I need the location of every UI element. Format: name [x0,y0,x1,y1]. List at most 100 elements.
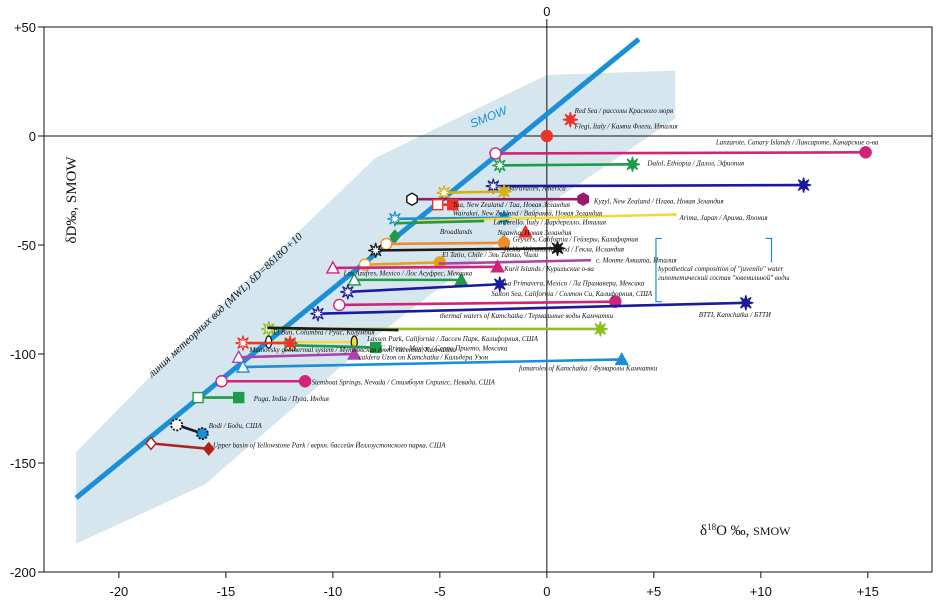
data-point-25-1 [369,341,382,354]
x-axis-title: δ18O ‰, SMOW [700,522,791,539]
data-point-26-0 [235,335,251,351]
data-point-19-0 [340,284,356,300]
data-point-26-1 [282,335,298,351]
series-8 [387,210,512,227]
data-point-11-0 [389,229,401,244]
x-axis-title-smow: SMOW [753,524,791,538]
series-line-17 [332,265,498,270]
data-point-28-0 [215,375,228,388]
series-27 [231,346,362,363]
data-point-13-0 [380,237,393,251]
series-line-16 [439,258,590,265]
annotation-17: Los Azufres, Mexico / Лос Асуфрес, Мекси… [343,270,473,278]
series-5 [436,183,512,201]
annotation-33: Upper basin of Yellowstone Park / верхн.… [213,442,446,450]
data-point-28-1 [298,375,312,388]
y-tick-label-3: -100 [10,347,36,362]
annotation-26: C. Prieto, Mexico / Серро Прието, Мексик… [380,345,508,353]
x-tick-label-2: -10 [323,584,342,599]
data-point-31-1 [195,427,209,440]
data-point-27-1 [347,346,362,360]
series-12 [518,224,533,238]
annotation-28: Mutnovsky geothermal system / Мутновская… [248,346,456,354]
data-point-4-1 [795,177,812,193]
data-point-17-1 [490,259,505,273]
x-axis-title-delta: δ [700,523,707,539]
plot-border [43,26,933,573]
series-30 [192,391,245,404]
annotation-30: Stemboat Springs, Nevada / Стимбоут Спри… [311,379,495,387]
annotation-6: Taa, New Zealand / Таа, Новая Зеландия [453,201,570,209]
series-11 [389,229,401,244]
data-point-6-0 [406,192,418,207]
series-line-19 [347,282,500,294]
series-7 [432,198,459,211]
series-3 [492,156,641,174]
series-2 [489,146,872,160]
annotation-31: Puga, India / Пуга, Индия [253,395,329,403]
annotation-8: Arima, Japan / Арима, Япония [679,214,768,222]
data-point-16-0 [438,262,442,266]
annotation-15: с. Монте Амиата, Италия [596,256,677,264]
data-point-14-1 [549,240,566,256]
mwl-band-area [76,70,676,544]
series-21 [310,295,754,322]
annotation-21: гипотетический состав "ювенильной" воды [658,274,790,282]
data-point-27-0 [231,349,246,363]
data-point-16-1 [588,258,592,262]
annotation-1: Flegi, Italy / Кампи Флеги, Италия [574,122,678,130]
annotation-22: BTTI, Kamchatka / БТТИ [699,311,772,319]
annotation-23: thermal waters of Kamchatka / Термальные… [440,312,614,320]
data-point-31-0 [170,418,184,432]
series-line-25 [290,343,376,349]
annotation-3: Dalol, Ethiopia / Далол, Эфиопия [646,159,744,167]
data-point-19-1 [492,276,508,292]
mwl-band [76,70,676,544]
annotation-2: Lanzarote, Canary Islands / Лансароте, К… [715,139,879,147]
annotations-group: Red Sea / рассолы Красного моря Flegi, It… [209,107,879,450]
series-line-23 [268,326,398,332]
data-point-7-0 [432,198,444,211]
series-4 [485,177,812,194]
series-23 [267,326,399,332]
series-group [145,112,872,456]
data-point-12-0 [518,224,533,238]
data-point-32-1 [202,441,215,456]
series-line-21 [317,301,746,315]
y-tick-label-1: 0 [29,129,36,144]
y-tick-label-4: -150 [10,456,36,471]
series-29 [235,351,629,373]
annotation-18: La Primavera, Mexico / Ла Примавера, Мек… [503,279,645,287]
x-tick-label-0: -20 [109,584,128,599]
series-19 [340,276,508,300]
y-tick-label-2: -50 [17,238,36,253]
annotation-7: Wairakei, New Zealand / Вайракей, Новая … [453,210,602,218]
x-axis-title-rest: O ‰, [716,523,753,539]
series-1 [540,129,554,143]
data-point-14-0 [368,242,384,259]
annotation-25: Lassen Park, California / Лассен Парк, К… [366,335,539,343]
data-point-20-0 [333,298,346,312]
series-line-8 [394,216,505,221]
series-32 [145,436,215,456]
annotation-11: Ngawha, Новая Зеландия [497,229,572,237]
data-point-1-0 [540,129,554,143]
series-line-9 [418,213,676,223]
data-point-29-1 [614,351,629,366]
data-point-21-0 [310,306,326,322]
annotation-20: hypothetical composition of "juvenile" w… [658,265,784,273]
series-line-27 [238,352,355,359]
data-point-30-0 [192,391,204,404]
annotation-14: El Tatio, Chile / Эль Татио, Чили [441,251,539,259]
data-point-6-1 [577,192,590,207]
series-14 [368,240,566,259]
data-point-3-1 [624,156,641,172]
annotation-10: Broadlands [440,228,473,236]
series-line-20 [339,300,616,307]
annotation-13: Hekla Volcano, Iceland / Гекла, Исландия [503,246,624,254]
y-axis-title: δD‰, SMOW [64,156,80,244]
x-tick-label-1: -15 [216,584,235,599]
